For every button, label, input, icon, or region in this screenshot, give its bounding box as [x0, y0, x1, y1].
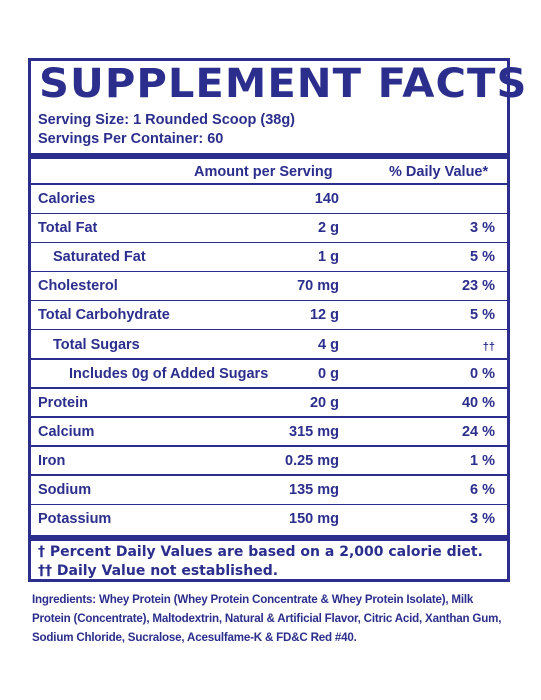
nutrient-row: Sodium 135 mg 6 %	[31, 476, 507, 505]
row-divider	[31, 387, 507, 389]
footnote-percent-dv: † Percent Daily Values are based on a 2,…	[38, 544, 483, 560]
row-divider	[31, 474, 507, 476]
footnote-dv-not-established: †† Daily Value not established.	[38, 563, 279, 579]
ingredients-statement: Ingredients: Whey Protein (Whey Protein …	[32, 590, 502, 647]
row-divider	[31, 445, 507, 447]
nutrient-amount: 1 g	[318, 249, 339, 266]
nutrient-daily-value: 5 %	[470, 249, 495, 266]
nutrient-row: Calcium 315 mg 24 %	[31, 418, 507, 447]
nutrient-daily-value: 6 %	[470, 482, 495, 498]
supplement-facts-panel: SUPPLEMENT FACTS Serving Size: 1 Rounded…	[28, 58, 526, 582]
nutrient-amount: 140	[314, 191, 339, 207]
nutrient-daily-value: 1 %	[470, 452, 495, 469]
nutrient-name: Sodium	[38, 482, 92, 498]
thick-rule-bottom	[31, 535, 507, 541]
nutrient-daily-value: 5 %	[470, 307, 495, 324]
nutrient-row: Total Sugars 4 g ††	[31, 331, 507, 360]
nutrient-daily-value: 23 %	[461, 278, 495, 295]
nutrient-amount: 135 mg	[289, 482, 339, 498]
nutrient-row: Includes 0g of Added Sugars 0 g 0 %	[31, 360, 507, 389]
nutrient-daily-value: 40 %	[461, 394, 495, 411]
thick-rule-top	[31, 153, 507, 159]
nutrient-name: Total Fat	[38, 220, 98, 237]
nutrient-amount: 2 g	[318, 220, 339, 237]
nutrient-row: Protein 20 g 40 %	[31, 389, 507, 418]
nutrient-amount: 70 mg	[297, 278, 339, 295]
nutrient-daily-value: 0 %	[470, 365, 495, 382]
amount-column-header: Amount per Serving	[194, 164, 333, 180]
serving-size: Serving Size: 1 Rounded Scoop (38g)	[38, 112, 296, 128]
row-divider	[31, 241, 507, 244]
nutrient-daily-value: 3 %	[470, 220, 495, 237]
nutrient-daily-value: 3 %	[470, 511, 495, 528]
nutrient-row: Potassium 150 mg 3 %	[31, 505, 507, 534]
ingredients-text: Whey Protein (Whey Protein Concentrate &…	[32, 593, 502, 644]
nutrient-row: Iron 0.25 mg 1 %	[31, 447, 507, 476]
header-rule	[31, 183, 507, 185]
nutrient-amount: 12 g	[309, 307, 339, 324]
nutrient-name: Total Sugars	[53, 336, 140, 353]
servings-per-container: Servings Per Container: 60	[38, 131, 224, 147]
panel-title: SUPPLEMENT FACTS	[39, 61, 528, 107]
ingredients-label: Ingredients:	[32, 593, 96, 606]
nutrient-row: Saturated Fat 1 g 5 %	[31, 243, 507, 273]
row-divider	[31, 299, 507, 302]
nutrient-amount: 0 g	[318, 365, 339, 382]
nutrient-row: Total Carbohydrate 12 g 5 %	[31, 301, 507, 331]
nutrient-name: Potassium	[38, 511, 112, 528]
nutrient-row: Calories 140	[31, 185, 507, 214]
row-divider	[31, 503, 507, 505]
nutrient-name: Total Carbohydrate	[38, 307, 170, 324]
nutrient-amount: 150 mg	[289, 511, 339, 528]
row-divider	[31, 358, 507, 360]
nutrient-daily-value: 24 %	[461, 423, 495, 440]
nutrient-amount: 4 g	[318, 336, 339, 353]
nutrient-amount: 315 mg	[289, 423, 339, 440]
nutrient-amount: 20 g	[309, 394, 339, 411]
nutrient-name: Iron	[38, 452, 66, 469]
nutrient-name: Saturated Fat	[53, 249, 146, 266]
row-divider	[31, 270, 507, 273]
nutrient-row: Cholesterol 70 mg 23 %	[31, 272, 507, 302]
nutrient-amount: 0.25 mg	[285, 452, 339, 469]
row-divider	[31, 328, 507, 331]
nutrient-name: Calcium	[38, 423, 95, 440]
daily-value-column-header: % Daily Value*	[389, 164, 489, 180]
nutrient-row: Total Fat 2 g 3 %	[31, 214, 507, 244]
nutrient-daily-value: ††	[482, 340, 495, 353]
nutrient-name: Includes 0g of Added Sugars	[69, 365, 269, 382]
nutrient-name: Protein	[38, 394, 88, 411]
nutrient-name: Cholesterol	[38, 278, 118, 295]
row-divider	[31, 212, 507, 214]
row-divider	[31, 416, 507, 418]
nutrient-name: Calories	[38, 191, 96, 207]
